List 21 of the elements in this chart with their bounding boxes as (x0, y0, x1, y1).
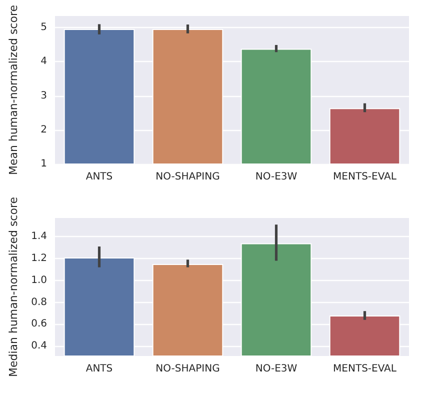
x-tick-label: NO-SHAPING (156, 172, 220, 182)
y-tick-label: 3 (40, 90, 47, 102)
x-tick-label: NO-E3W (255, 172, 298, 182)
y-tick-label: 2 (40, 124, 47, 136)
x-tick-label: MENTS-EVAL (333, 364, 397, 374)
y-tick-label: 0.6 (31, 318, 47, 330)
y-axis-title: Mean human-normalized score (7, 4, 20, 175)
y-tick-label: 0.4 (31, 340, 47, 352)
y-tick-label: 0.8 (31, 296, 47, 308)
y-tick-label: 5 (40, 22, 47, 34)
y-tick-label: 1 (40, 158, 47, 170)
x-tick-label: ANTS (86, 364, 113, 374)
y-tick-label: 1.0 (31, 274, 47, 286)
x-tick-label: NO-SHAPING (156, 364, 220, 374)
x-tick-label: NO-E3W (255, 364, 298, 374)
y-tick-label: 4 (40, 56, 47, 68)
y-axis-title: Median human-normalized score (7, 196, 20, 378)
y-tick-label: 1.4 (31, 231, 47, 242)
x-tick-label: MENTS-EVAL (333, 172, 397, 182)
y-tick-label: 1.2 (31, 253, 47, 264)
x-tick-label: ANTS (86, 172, 113, 182)
